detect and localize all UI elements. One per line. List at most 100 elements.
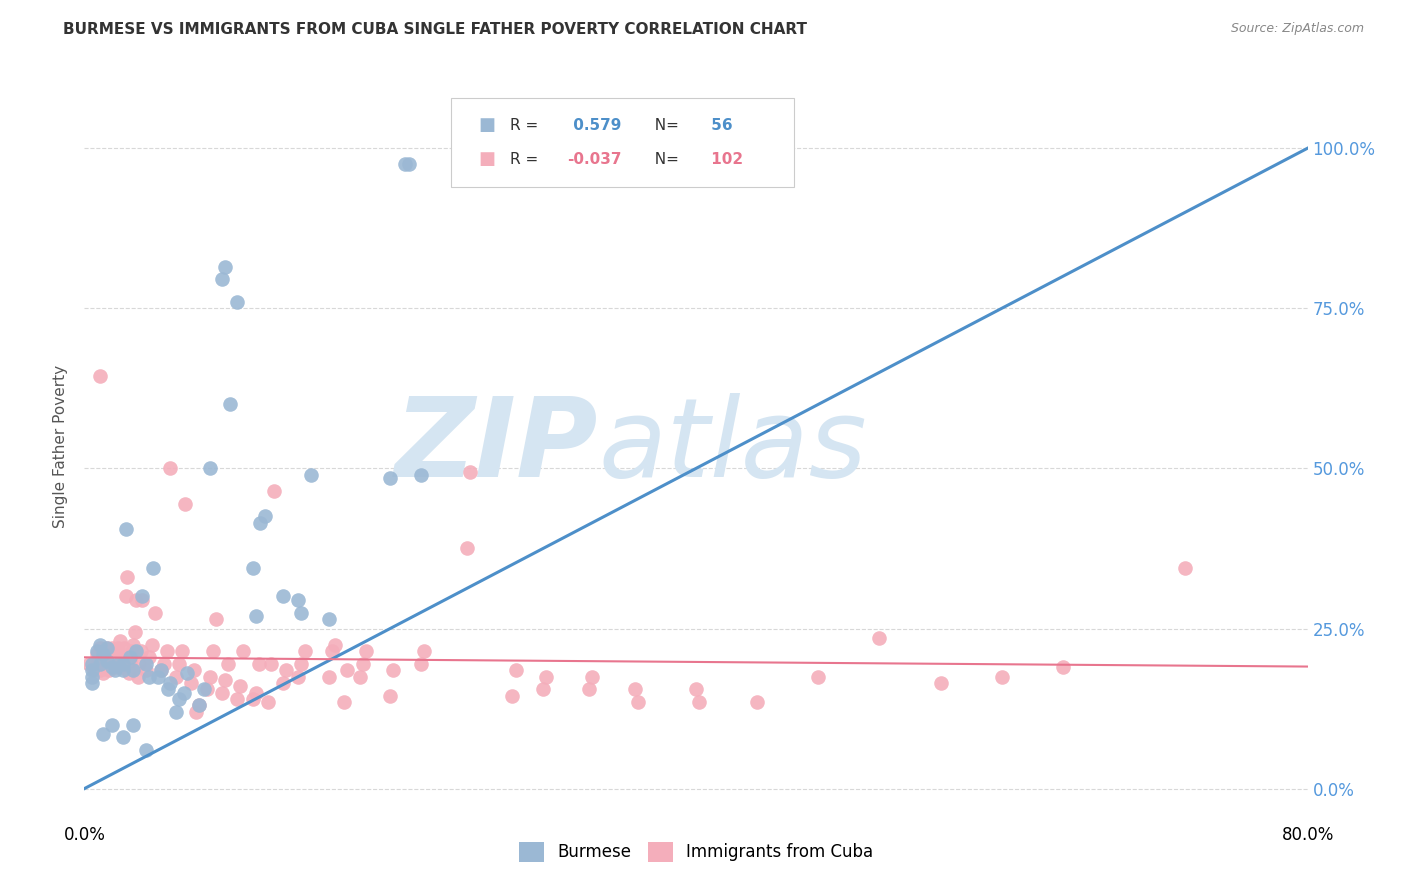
- Point: [176, 666, 198, 681]
- Y-axis label: Single Father Poverty: Single Father Poverty: [53, 365, 69, 527]
- Text: 0.579: 0.579: [568, 118, 621, 133]
- Point: [107, 657, 129, 671]
- Point: [138, 650, 160, 665]
- Point: [125, 644, 148, 658]
- Point: [531, 682, 554, 697]
- Point: [129, 644, 152, 658]
- Point: [111, 657, 134, 671]
- Text: N=: N=: [644, 152, 683, 167]
- Point: [86, 644, 108, 658]
- Point: [232, 644, 254, 658]
- Point: [131, 592, 153, 607]
- Point: [128, 657, 150, 671]
- Point: [101, 640, 124, 655]
- Point: [135, 663, 157, 677]
- Point: [97, 663, 120, 677]
- Point: [89, 638, 111, 652]
- Point: [174, 497, 197, 511]
- Point: [112, 640, 135, 655]
- Point: [173, 685, 195, 699]
- Point: [165, 669, 187, 683]
- Point: [349, 669, 371, 683]
- Point: [115, 570, 138, 584]
- Point: [380, 689, 402, 703]
- Point: [807, 669, 830, 683]
- Point: [125, 592, 148, 607]
- Point: [242, 560, 264, 574]
- Point: [198, 461, 221, 475]
- Point: [135, 657, 157, 671]
- Point: [122, 717, 145, 731]
- Point: [290, 606, 312, 620]
- Point: [323, 638, 346, 652]
- Point: [107, 640, 129, 655]
- Point: [257, 695, 280, 709]
- Point: [409, 657, 432, 671]
- Point: [172, 644, 194, 658]
- Point: [89, 663, 111, 677]
- Point: [398, 157, 420, 171]
- Point: [318, 669, 340, 683]
- Point: [260, 657, 283, 671]
- Point: [245, 608, 267, 623]
- Point: [80, 663, 103, 677]
- Point: [188, 698, 211, 713]
- Point: [581, 669, 603, 683]
- Text: ■: ■: [478, 150, 495, 168]
- Point: [382, 663, 405, 677]
- Point: [141, 638, 163, 652]
- Point: [1174, 560, 1197, 574]
- Point: [89, 368, 111, 383]
- Point: [122, 663, 145, 677]
- Point: [91, 647, 114, 661]
- Point: [110, 660, 132, 674]
- Point: [111, 663, 134, 677]
- Point: [198, 669, 221, 683]
- Point: [104, 663, 127, 677]
- Point: [143, 606, 166, 620]
- Point: [89, 657, 111, 671]
- Point: [271, 590, 294, 604]
- Point: [685, 682, 707, 697]
- Point: [354, 644, 377, 658]
- Point: [294, 644, 316, 658]
- Point: [114, 590, 136, 604]
- Point: [211, 272, 233, 286]
- Point: [412, 644, 434, 658]
- Point: [122, 638, 145, 652]
- Point: [108, 634, 131, 648]
- Point: [101, 717, 124, 731]
- Point: [165, 705, 187, 719]
- Point: [456, 541, 478, 556]
- Point: [131, 590, 153, 604]
- Point: [142, 560, 165, 574]
- Point: [105, 654, 128, 668]
- Point: [321, 644, 343, 658]
- Point: [458, 465, 481, 479]
- Point: [188, 698, 211, 713]
- Point: [318, 612, 340, 626]
- Point: [688, 695, 710, 709]
- Point: [80, 669, 103, 683]
- Point: [93, 654, 115, 668]
- Point: [287, 669, 309, 683]
- Point: [747, 695, 769, 709]
- Point: [107, 647, 129, 661]
- Point: [111, 654, 134, 668]
- Point: [201, 644, 224, 658]
- Point: [156, 644, 179, 658]
- Point: [127, 669, 149, 683]
- Point: [263, 483, 285, 498]
- Text: R =: R =: [510, 152, 543, 167]
- Text: Source: ZipAtlas.com: Source: ZipAtlas.com: [1230, 22, 1364, 36]
- Point: [869, 631, 891, 645]
- Text: N=: N=: [644, 118, 683, 133]
- Point: [89, 640, 111, 655]
- Point: [153, 657, 176, 671]
- Point: [299, 467, 322, 482]
- Point: [247, 657, 270, 671]
- Point: [505, 663, 527, 677]
- Point: [205, 612, 228, 626]
- Point: [409, 467, 432, 482]
- Point: [991, 669, 1014, 683]
